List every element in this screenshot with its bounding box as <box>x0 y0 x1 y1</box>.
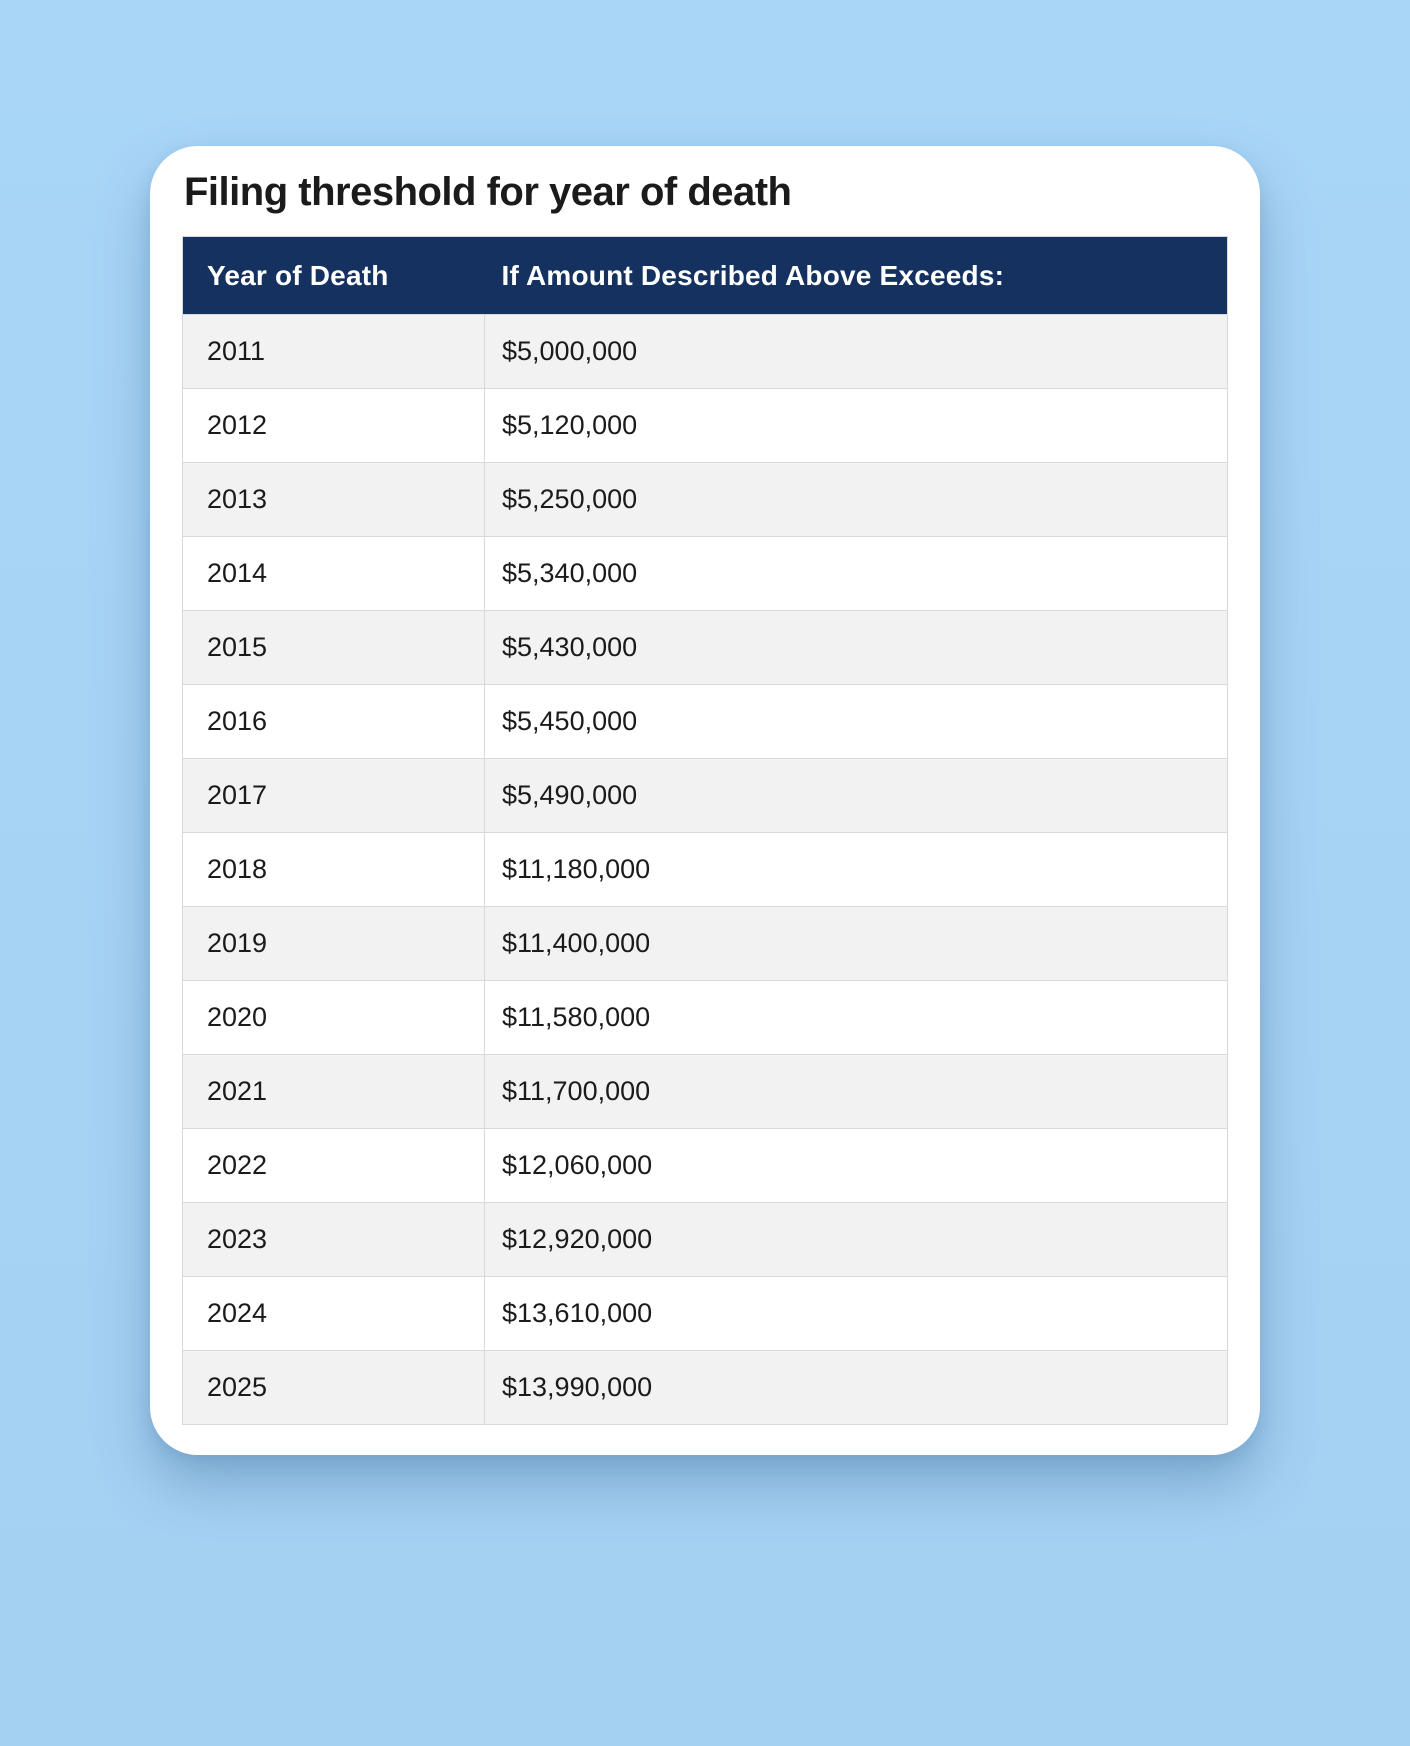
year-cell: 2025 <box>182 1350 485 1425</box>
year-cell: 2019 <box>182 906 485 981</box>
table-row: 2021 $11,700,000 <box>182 1054 1228 1129</box>
table-row: 2022 $12,060,000 <box>182 1128 1228 1203</box>
amount-cell: $11,700,000 <box>484 1054 1228 1129</box>
column-header-amount-exceeds: If Amount Described Above Exceeds: <box>484 236 1228 315</box>
amount-cell: $11,180,000 <box>484 832 1228 907</box>
year-cell: 2022 <box>182 1128 485 1203</box>
year-cell: 2012 <box>182 388 485 463</box>
table-row: 2024 $13,610,000 <box>182 1276 1228 1351</box>
table-row: 2016 $5,450,000 <box>182 684 1228 759</box>
table-row: 2020 $11,580,000 <box>182 980 1228 1055</box>
table-row: 2023 $12,920,000 <box>182 1202 1228 1277</box>
amount-cell: $5,340,000 <box>484 536 1228 611</box>
table-row: 2019 $11,400,000 <box>182 906 1228 981</box>
amount-cell: $12,060,000 <box>484 1128 1228 1203</box>
table-row: 2015 $5,430,000 <box>182 610 1228 685</box>
year-cell: 2018 <box>182 832 485 907</box>
year-cell: 2023 <box>182 1202 485 1277</box>
amount-cell: $5,430,000 <box>484 610 1228 685</box>
amount-cell: $5,450,000 <box>484 684 1228 759</box>
year-cell: 2021 <box>182 1054 485 1129</box>
amount-cell: $11,580,000 <box>484 980 1228 1055</box>
amount-cell: $5,490,000 <box>484 758 1228 833</box>
table-body: 2011 $5,000,000 2012 $5,120,000 2013 $5,250,0… <box>182 314 1228 1425</box>
year-cell: 2024 <box>182 1276 485 1351</box>
content-card: Filing threshold for year of death Year … <box>150 146 1260 1455</box>
amount-cell: $12,920,000 <box>484 1202 1228 1277</box>
page-background: Filing threshold for year of death Year … <box>0 146 1410 1455</box>
table-row: 2012 $5,120,000 <box>182 388 1228 463</box>
amount-cell: $13,990,000 <box>484 1350 1228 1425</box>
filing-threshold-table: Year of Death If Amount Described Above … <box>182 236 1228 1425</box>
table-header: Year of Death If Amount Described Above … <box>182 236 1228 315</box>
year-cell: 2015 <box>182 610 485 685</box>
amount-cell: $13,610,000 <box>484 1276 1228 1351</box>
page-title: Filing threshold for year of death <box>184 170 792 214</box>
year-cell: 2013 <box>182 462 485 537</box>
amount-cell: $5,120,000 <box>484 388 1228 463</box>
table-row: 2014 $5,340,000 <box>182 536 1228 611</box>
amount-cell: $5,000,000 <box>484 314 1228 389</box>
amount-cell: $5,250,000 <box>484 462 1228 537</box>
amount-cell: $11,400,000 <box>484 906 1228 981</box>
table-row: 2025 $13,990,000 <box>182 1350 1228 1425</box>
table-row: 2018 $11,180,000 <box>182 832 1228 907</box>
year-cell: 2016 <box>182 684 485 759</box>
table-header-row: Year of Death If Amount Described Above … <box>182 236 1228 315</box>
column-header-year-of-death: Year of Death <box>182 236 485 315</box>
table-row: 2011 $5,000,000 <box>182 314 1228 389</box>
year-cell: 2011 <box>182 314 485 389</box>
year-cell: 2020 <box>182 980 485 1055</box>
year-cell: 2014 <box>182 536 485 611</box>
year-cell: 2017 <box>182 758 485 833</box>
table-row: 2017 $5,490,000 <box>182 758 1228 833</box>
table-row: 2013 $5,250,000 <box>182 462 1228 537</box>
